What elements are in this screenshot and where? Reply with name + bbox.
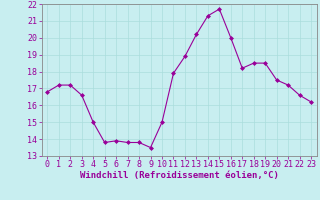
X-axis label: Windchill (Refroidissement éolien,°C): Windchill (Refroidissement éolien,°C) bbox=[80, 171, 279, 180]
